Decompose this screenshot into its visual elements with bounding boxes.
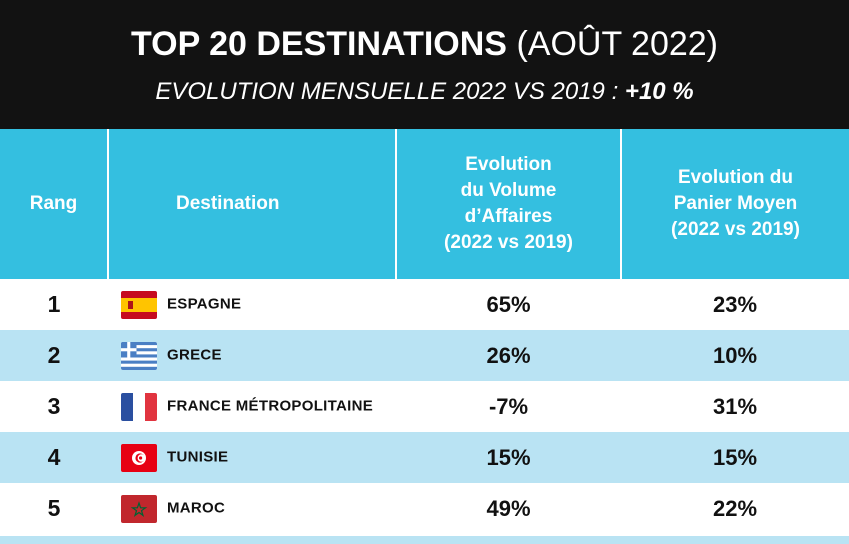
greece-flag-icon bbox=[121, 341, 157, 370]
rank-cell: 2 bbox=[0, 330, 108, 381]
destination-name: GRECE bbox=[167, 347, 222, 365]
volume-cell: 26% bbox=[396, 330, 621, 381]
destination-name: TUNISIE bbox=[167, 449, 229, 467]
destination-cell: MAROC bbox=[108, 483, 396, 534]
tunisia-flag-icon bbox=[121, 443, 157, 472]
subtitle-value: +10 % bbox=[624, 78, 694, 105]
rank-cell: 4 bbox=[0, 432, 108, 483]
volume-cell: 15% bbox=[396, 432, 621, 483]
title-main: TOP 20 DESTINATIONS bbox=[131, 25, 507, 63]
page-subtitle: EVOLUTION MENSUELLE 2022 VS 2019 : +10 % bbox=[0, 76, 849, 108]
destination-cell: FRANCE MÉTROPOLITAINE bbox=[108, 381, 396, 432]
france-flag-icon bbox=[121, 392, 157, 421]
destinations-table: Rang Destination Evolution du Volume d’A… bbox=[0, 129, 849, 534]
header-volume-line: d’Affaires bbox=[464, 206, 553, 227]
header-destination: Destination bbox=[108, 129, 397, 279]
header-panier-line: (2022 vs 2019) bbox=[671, 219, 800, 240]
subtitle-text: EVOLUTION MENSUELLE 2022 VS 2019 : bbox=[155, 78, 619, 105]
destination-cell: ESPAGNE bbox=[108, 279, 396, 330]
destination-cell: TUNISIE bbox=[108, 432, 396, 483]
table-row: 2 GRECE 26% 10% bbox=[0, 330, 849, 381]
destination-name: FRANCE MÉTROPOLITAINE bbox=[167, 398, 374, 416]
spain-flag-icon bbox=[121, 290, 157, 319]
table-row: 4 TUNISIE 15% 15% bbox=[0, 432, 849, 483]
panier-cell: 22% bbox=[621, 483, 849, 534]
volume-cell: -7% bbox=[396, 381, 621, 432]
header-panier-line: Evolution du bbox=[677, 167, 794, 188]
destination-name: ESPAGNE bbox=[167, 296, 242, 314]
table-row: 1 ESPAGNE 65% 23% bbox=[0, 279, 849, 330]
header-volume-line: Evolution bbox=[465, 154, 552, 175]
rank-cell: 3 bbox=[0, 381, 108, 432]
page-title: TOP 20 DESTINATIONS (AOÛT 2022) bbox=[0, 22, 849, 66]
panier-cell: 31% bbox=[621, 381, 849, 432]
panier-cell: 23% bbox=[621, 279, 849, 330]
title-banner: TOP 20 DESTINATIONS (AOÛT 2022) EVOLUTIO… bbox=[0, 0, 849, 129]
panier-cell: 10% bbox=[621, 330, 849, 381]
header-volume-line: du Volume bbox=[460, 180, 557, 201]
panier-cell: 15% bbox=[621, 432, 849, 483]
volume-cell: 49% bbox=[396, 483, 621, 534]
header-rang: Rang bbox=[0, 129, 109, 279]
table-row: 3 FRANCE MÉTROPOLITAINE -7% 31% bbox=[0, 381, 849, 432]
header-volume-line: (2022 vs 2019) bbox=[444, 232, 573, 253]
morocco-flag-icon bbox=[121, 494, 157, 523]
rank-cell: 1 bbox=[0, 279, 108, 330]
destination-cell: GRECE bbox=[108, 330, 396, 381]
title-period: (AOÛT 2022) bbox=[516, 25, 718, 63]
destination-name: MAROC bbox=[167, 500, 226, 518]
volume-cell: 65% bbox=[396, 279, 621, 330]
rank-cell: 5 bbox=[0, 483, 108, 534]
table-header-row: Rang Destination Evolution du Volume d’A… bbox=[0, 129, 849, 279]
header-panier-line: Panier Moyen bbox=[673, 193, 798, 214]
next-row-strip bbox=[0, 536, 849, 544]
header-panier: Evolution du Panier Moyen (2022 vs 2019) bbox=[621, 129, 849, 279]
header-volume: Evolution du Volume d’Affaires (2022 vs … bbox=[396, 129, 622, 279]
table-row: 5 MAROC 49% 22% bbox=[0, 483, 849, 534]
